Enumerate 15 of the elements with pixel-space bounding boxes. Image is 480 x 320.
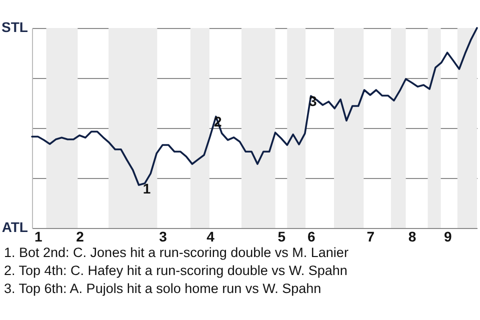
x-tick-label: 2 [76,228,84,244]
x-tick-label: 6 [307,228,316,244]
text: ATL [2,219,28,235]
text: 3. Top 6th: A. Pujols hit a solo home run vs W. Spahn [4,281,322,296]
x-tick-label: 7 [366,228,375,244]
text: 1. Bot 2nd: C. Jones hit a run-scoring double vs M. Lanier [4,245,349,260]
x-tick-label: 8 [408,228,416,244]
x-tick-label: 9 [444,228,452,244]
x-tick-label: 5 [278,228,286,244]
x-tick-label: 3 [159,228,168,244]
annotation: 1 [142,180,151,196]
text: 2. Top 4th: C. Hafey hit a run-scoring double vs W. Spahn [4,263,348,278]
x-tick-label: 1 [34,228,43,244]
x-tick-label: 4 [206,228,215,244]
text: STL [2,19,28,35]
